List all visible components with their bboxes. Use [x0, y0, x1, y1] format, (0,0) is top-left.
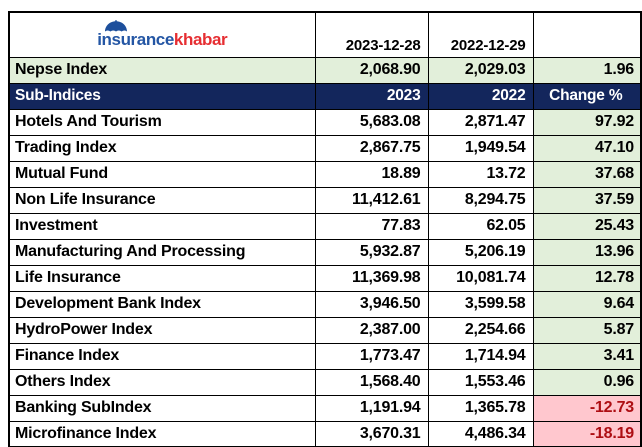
- index-name-cell: Non Life Insurance: [8, 186, 316, 214]
- brand-text-khabar: khabar: [173, 29, 228, 49]
- index-table: insurancekhabar 2023-12-28 2022-12-29 Ne…: [8, 11, 642, 447]
- index-name-cell: Development Bank Index: [8, 290, 316, 318]
- index-name-cell: Life Insurance: [8, 264, 316, 292]
- umbrella-icon: [105, 19, 128, 32]
- table-row-life-insurance: Life Insurance 11,369.98 10,081.74 12.78: [8, 264, 642, 292]
- value-2023-cell: 3,946.50: [314, 290, 429, 318]
- nepse-value-2023: 2,068.90: [314, 56, 429, 84]
- table-row-trading-index: Trading Index 2,867.75 1,949.54 47.10: [8, 134, 642, 162]
- column-header-empty: [532, 11, 642, 58]
- index-name-cell: Trading Index: [8, 134, 316, 162]
- column-header-date-2022: 2022-12-29: [427, 11, 534, 58]
- nepse-change: 1.96: [532, 56, 642, 84]
- change-pct-label: Change %: [532, 82, 642, 110]
- sub-indices-label: Sub-Indices: [8, 82, 316, 110]
- value-2023-cell: 3,670.31: [314, 420, 429, 447]
- change-cell: 0.96: [532, 368, 642, 396]
- change-cell: 25.43: [532, 212, 642, 240]
- index-name-cell: Manufacturing And Processing: [8, 238, 316, 266]
- value-2023-cell: 11,369.98: [314, 264, 429, 292]
- value-2023-cell: 2,387.00: [314, 316, 429, 344]
- column-header-date-2023: 2023-12-28: [314, 11, 429, 58]
- value-2022-cell: 1,365.78: [427, 394, 534, 422]
- year-2023-label: 2023: [314, 82, 429, 110]
- index-name-cell: Finance Index: [8, 342, 316, 370]
- value-2023-cell: 1,773.47: [314, 342, 429, 370]
- change-cell: 3.41: [532, 342, 642, 370]
- change-cell: 37.59: [532, 186, 642, 214]
- table-row-finance-index: Finance Index 1,773.47 1,714.94 3.41: [8, 342, 642, 370]
- change-cell: 9.64: [532, 290, 642, 318]
- table-row-microfinance-index: Microfinance Index 3,670.31 4,486.34 -18…: [8, 420, 642, 447]
- table-row-others-index: Others Index 1,568.40 1,553.46 0.96: [8, 368, 642, 396]
- table-row-manufacturing-and-processing: Manufacturing And Processing 5,932.87 5,…: [8, 238, 642, 266]
- value-2022-cell: 1,553.46: [427, 368, 534, 396]
- index-name-cell: Mutual Fund: [8, 160, 316, 188]
- value-2022-cell: 2,871.47: [427, 108, 534, 136]
- index-name-cell: Others Index: [8, 368, 316, 396]
- nepse-index-row: Nepse Index 2,068.90 2,029.03 1.96: [8, 56, 642, 84]
- value-2022-cell: 5,206.19: [427, 238, 534, 266]
- value-2022-cell: 62.05: [427, 212, 534, 240]
- value-2022-cell: 8,294.75: [427, 186, 534, 214]
- index-name-cell: Hotels And Tourism: [8, 108, 316, 136]
- change-cell: 12.78: [532, 264, 642, 292]
- index-name-cell: Banking SubIndex: [8, 394, 316, 422]
- change-cell: 37.68: [532, 160, 642, 188]
- value-2023-cell: 11,412.61: [314, 186, 429, 214]
- table-row-non-life-insurance: Non Life Insurance 11,412.61 8,294.75 37…: [8, 186, 642, 214]
- value-2022-cell: 3,599.58: [427, 290, 534, 318]
- value-2022-cell: 13.72: [427, 160, 534, 188]
- change-cell: 13.96: [532, 238, 642, 266]
- brand-text-insurance: insurance: [97, 29, 174, 49]
- value-2023-cell: 5,683.08: [314, 108, 429, 136]
- value-2022-cell: 4,486.34: [427, 420, 534, 447]
- table-row-hotels-and-tourism: Hotels And Tourism 5,683.08 2,871.47 97.…: [8, 108, 642, 136]
- value-2023-cell: 18.89: [314, 160, 429, 188]
- value-2023-cell: 1,568.40: [314, 368, 429, 396]
- sub-indices-header-row: Sub-Indices 2023 2022 Change %: [8, 82, 642, 110]
- index-name-cell: Investment: [8, 212, 316, 240]
- value-2022-cell: 1,949.54: [427, 134, 534, 162]
- value-2022-cell: 1,714.94: [427, 342, 534, 370]
- table-row-mutual-fund: Mutual Fund 18.89 13.72 37.68: [8, 160, 642, 188]
- change-cell: 5.87: [532, 316, 642, 344]
- header-row: insurancekhabar 2023-12-28 2022-12-29: [8, 11, 642, 58]
- value-2023-cell: 1,191.94: [314, 394, 429, 422]
- table-row-development-bank-index: Development Bank Index 3,946.50 3,599.58…: [8, 290, 642, 318]
- index-name-cell: Microfinance Index: [8, 420, 316, 447]
- change-cell: -12.73: [532, 394, 642, 422]
- value-2023-cell: 77.83: [314, 212, 429, 240]
- value-2023-cell: 5,932.87: [314, 238, 429, 266]
- change-cell: 97.92: [532, 108, 642, 136]
- table-row-banking-subindex: Banking SubIndex 1,191.94 1,365.78 -12.7…: [8, 394, 642, 422]
- change-cell: -18.19: [532, 420, 642, 447]
- value-2022-cell: 2,254.66: [427, 316, 534, 344]
- year-2022-label: 2022: [427, 82, 534, 110]
- table-row-investment: Investment 77.83 62.05 25.43: [8, 212, 642, 240]
- nepse-label: Nepse Index: [8, 56, 316, 84]
- index-name-cell: HydroPower Index: [8, 316, 316, 344]
- value-2022-cell: 10,081.74: [427, 264, 534, 292]
- table-row-hydropower-index: HydroPower Index 2,387.00 2,254.66 5.87: [8, 316, 642, 344]
- value-2023-cell: 2,867.75: [314, 134, 429, 162]
- insurancekhabar-logo: insurancekhabar: [97, 19, 228, 49]
- nepse-value-2022: 2,029.03: [427, 56, 534, 84]
- change-cell: 47.10: [532, 134, 642, 162]
- logo-cell: insurancekhabar: [8, 11, 316, 58]
